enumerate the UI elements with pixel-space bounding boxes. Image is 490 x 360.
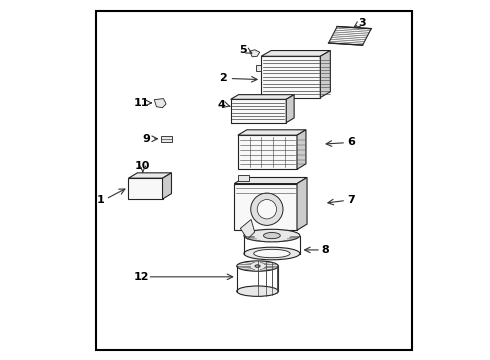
Bar [96, 12, 412, 350]
Ellipse shape [237, 261, 278, 271]
Polygon shape [261, 50, 330, 56]
Ellipse shape [254, 249, 290, 258]
Polygon shape [240, 220, 255, 239]
Text: 4: 4 [218, 100, 225, 110]
Polygon shape [154, 99, 166, 108]
Polygon shape [329, 27, 371, 45]
Text: 3: 3 [359, 18, 367, 28]
Text: 5: 5 [240, 45, 247, 55]
Text: 9: 9 [143, 134, 150, 144]
Polygon shape [234, 177, 307, 184]
Polygon shape [234, 184, 297, 230]
Polygon shape [231, 99, 286, 123]
Polygon shape [161, 135, 172, 142]
Text: 10: 10 [135, 161, 150, 171]
Polygon shape [261, 56, 320, 98]
Polygon shape [238, 130, 306, 135]
Polygon shape [238, 135, 297, 169]
Text: 1: 1 [97, 195, 104, 205]
Circle shape [257, 199, 276, 219]
Ellipse shape [255, 265, 260, 267]
Ellipse shape [244, 247, 300, 260]
Polygon shape [286, 95, 294, 123]
Polygon shape [256, 65, 261, 71]
Text: 6: 6 [347, 138, 355, 147]
Polygon shape [297, 177, 307, 230]
Text: 11: 11 [134, 98, 149, 108]
Circle shape [251, 193, 283, 225]
Text: 8: 8 [322, 245, 330, 255]
Ellipse shape [264, 233, 280, 239]
Polygon shape [250, 50, 260, 57]
Ellipse shape [237, 286, 278, 296]
Text: 12: 12 [134, 272, 149, 282]
Ellipse shape [244, 229, 300, 242]
Polygon shape [320, 50, 330, 98]
Polygon shape [128, 178, 163, 199]
Text: 7: 7 [347, 195, 355, 205]
Polygon shape [128, 173, 171, 178]
Text: 2: 2 [220, 73, 227, 83]
Polygon shape [231, 95, 294, 99]
Polygon shape [238, 175, 248, 181]
Polygon shape [163, 173, 172, 199]
Polygon shape [297, 130, 306, 169]
